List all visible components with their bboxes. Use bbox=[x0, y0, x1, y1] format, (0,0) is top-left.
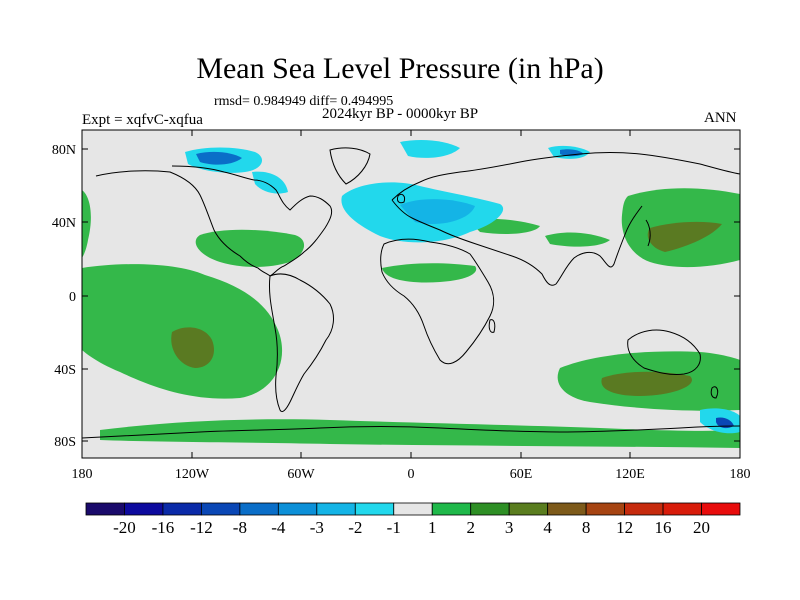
anomaly-region-india bbox=[545, 232, 610, 247]
coastline-uk bbox=[397, 193, 405, 204]
lat-label: 40S bbox=[54, 363, 76, 378]
colorbar-swatch bbox=[624, 502, 664, 516]
colorbar-swatch bbox=[162, 502, 202, 516]
coastline-greenland bbox=[329, 147, 371, 185]
anomaly-region-north-america bbox=[195, 229, 305, 267]
anomaly-core-ross-sea bbox=[716, 417, 734, 429]
lon-label: 60W bbox=[287, 467, 315, 482]
colorbar: -20 -16 -12 -8 -4 -3 -2 -1 1 2 3 4 8 12 16 20 bbox=[85, 502, 741, 537]
colorbar-label: -12 bbox=[190, 518, 213, 537]
colorbar-label: 20 bbox=[693, 518, 710, 537]
time-period: 2024kyr BP - 0000kyr BP bbox=[322, 106, 479, 122]
lat-label: 80N bbox=[52, 143, 76, 158]
colorbar-label: 8 bbox=[582, 518, 591, 537]
colorbar-label: -1 bbox=[387, 518, 401, 537]
colorbar-swatch bbox=[277, 502, 318, 516]
colorbar-label: 3 bbox=[505, 518, 514, 537]
lat-label: 0 bbox=[69, 290, 76, 305]
lon-label: 60E bbox=[510, 467, 533, 482]
colorbar-swatch bbox=[585, 502, 625, 516]
colorbar-label: -16 bbox=[152, 518, 175, 537]
colorbar-label: -4 bbox=[271, 518, 286, 537]
colorbar-swatch bbox=[431, 502, 472, 516]
anomaly-region-canada bbox=[252, 171, 288, 194]
colorbar-label: 1 bbox=[428, 518, 437, 537]
season-label: ANN bbox=[704, 110, 737, 126]
anomaly-contours bbox=[82, 140, 740, 448]
latitude-labels: 80N 40N 0 40S 80S bbox=[52, 143, 76, 450]
anomaly-core-south-indian bbox=[601, 371, 692, 396]
colorbar-label: -2 bbox=[348, 518, 362, 537]
colorbar-swatch bbox=[508, 502, 549, 516]
coastline-new-zealand bbox=[710, 386, 719, 399]
anomaly-region-north-africa bbox=[382, 263, 477, 283]
axis-ticks bbox=[81, 130, 741, 458]
coastline-africa bbox=[380, 238, 495, 365]
colorbar-label: 2 bbox=[466, 518, 475, 537]
colorbar-swatch bbox=[662, 502, 702, 516]
coastlines bbox=[82, 147, 740, 439]
colorbar-swatch bbox=[239, 502, 279, 516]
lon-label: 120W bbox=[175, 467, 210, 482]
anomaly-core-north-pacific bbox=[647, 221, 722, 252]
anomaly-region-north-pacific-east bbox=[82, 190, 91, 258]
colorbar-swatch bbox=[316, 502, 356, 516]
rmsd-diff-stats: rmsd= 0.984949 diff= 0.494995 bbox=[214, 94, 394, 109]
lon-label: 180 bbox=[730, 467, 751, 482]
colorbar-label: -3 bbox=[310, 518, 324, 537]
plot-title: Mean Sea Level Pressure (in hPa) bbox=[196, 52, 604, 85]
colorbar-swatch bbox=[470, 502, 510, 516]
coastline-australia bbox=[627, 329, 701, 375]
lon-label: 180 bbox=[72, 467, 93, 482]
colorbar-label: 4 bbox=[543, 518, 552, 537]
longitude-labels: 180 120W 60W 0 60E 120E 180 bbox=[72, 467, 751, 482]
coastline-north-america bbox=[95, 165, 333, 277]
coastline-south-america bbox=[269, 273, 334, 413]
colorbar-swatch bbox=[547, 502, 587, 516]
colorbar-swatch bbox=[124, 502, 164, 516]
colorbar-swatch bbox=[85, 502, 125, 516]
lon-label: 0 bbox=[408, 467, 415, 482]
anomaly-region-arctic-east bbox=[400, 140, 460, 158]
anomaly-region-southern-ocean bbox=[100, 419, 740, 448]
coastline-eurasia bbox=[391, 152, 740, 286]
colorbar-label: 12 bbox=[616, 518, 633, 537]
anomaly-core-south-pacific bbox=[171, 327, 215, 368]
colorbar-swatch bbox=[201, 502, 241, 516]
lat-label: 40N bbox=[52, 216, 76, 231]
experiment-label: Expt = xqfvC-xqfua bbox=[82, 112, 203, 128]
colorbar-label: -8 bbox=[233, 518, 247, 537]
colorbar-swatch bbox=[354, 502, 395, 516]
colorbar-label: 16 bbox=[655, 518, 672, 537]
colorbar-label: -20 bbox=[113, 518, 136, 537]
coastline-japan bbox=[645, 219, 651, 247]
colorbar-swatch bbox=[393, 502, 433, 516]
colorbar-swatch bbox=[701, 502, 741, 516]
anomaly-core-arctic-west bbox=[196, 151, 242, 165]
anomaly-core-europe bbox=[400, 199, 475, 225]
lat-label: 80S bbox=[54, 435, 76, 450]
lon-label: 120E bbox=[615, 467, 645, 482]
coastline-antarctica bbox=[82, 425, 740, 439]
coastline-madagascar bbox=[488, 319, 496, 333]
